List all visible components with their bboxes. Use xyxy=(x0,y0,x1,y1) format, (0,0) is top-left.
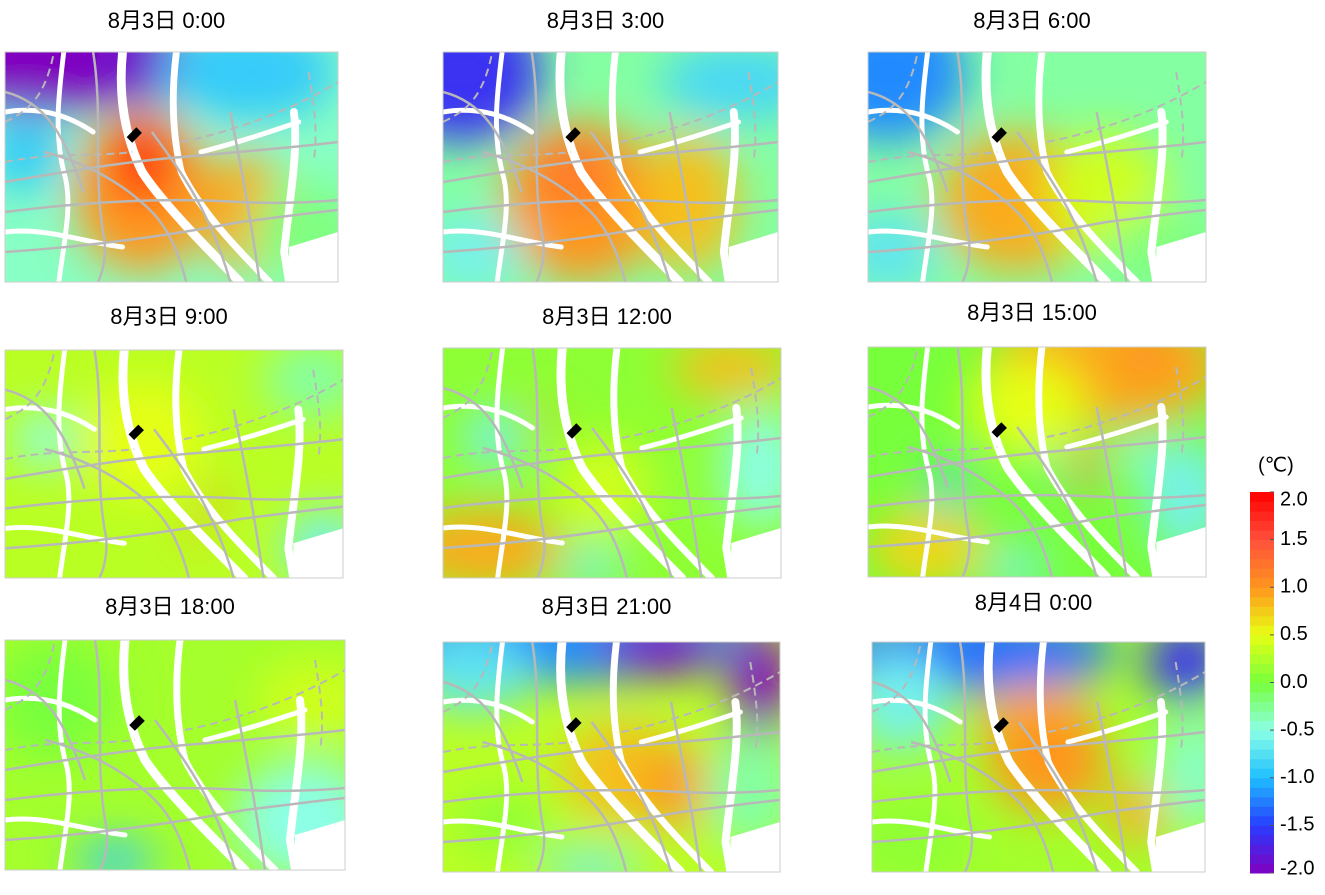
colorbar-tick-label: 2.0 xyxy=(1280,488,1308,510)
colorbar-tick-label: -2.0 xyxy=(1280,857,1314,879)
colorbar-tick-label: -0.5 xyxy=(1280,718,1314,740)
panel-title: 8月3日 21:00 xyxy=(542,594,672,619)
map xyxy=(443,348,781,578)
panel-title: 8月4日 0:00 xyxy=(975,590,1092,615)
panel-title: 8月3日 12:00 xyxy=(542,304,672,329)
panel-title: 8月3日 0:00 xyxy=(108,8,225,33)
panel-title: 8月3日 18:00 xyxy=(105,594,235,619)
map xyxy=(868,52,1206,282)
map xyxy=(868,347,1206,577)
map xyxy=(872,642,1205,872)
colorbar-tick-label: 0.0 xyxy=(1280,671,1308,693)
map xyxy=(443,642,780,872)
colorbar-tick-label: 1.0 xyxy=(1280,576,1308,598)
panel-title: 8月3日 6:00 xyxy=(973,8,1090,33)
map xyxy=(5,350,343,578)
panel-title: 8月3日 15:00 xyxy=(967,300,1097,325)
colorbar-unit: (℃) xyxy=(1258,454,1294,476)
map xyxy=(5,52,338,282)
panel-title: 8月3日 3:00 xyxy=(547,8,664,33)
colorbar-tick-label: -1.5 xyxy=(1280,814,1314,836)
map xyxy=(5,640,345,870)
colorbar-tick-label: 1.5 xyxy=(1280,528,1308,550)
panels: 8月3日 0:00 8月3日 3:00 8月3日 6:00 8月3日 9:00 8月3日… xyxy=(4,8,1207,873)
colorbar: (℃) 2.0 1.5 1.0 0.5 0.0 -0.5 -1.0 -1.5 -2.0 xyxy=(1250,454,1314,879)
colorbar-tick-label: -1.0 xyxy=(1280,766,1314,788)
panel-title: 8月3日 9:00 xyxy=(110,304,227,329)
map xyxy=(443,52,778,282)
colorbar-tick-label: 0.5 xyxy=(1280,623,1308,645)
